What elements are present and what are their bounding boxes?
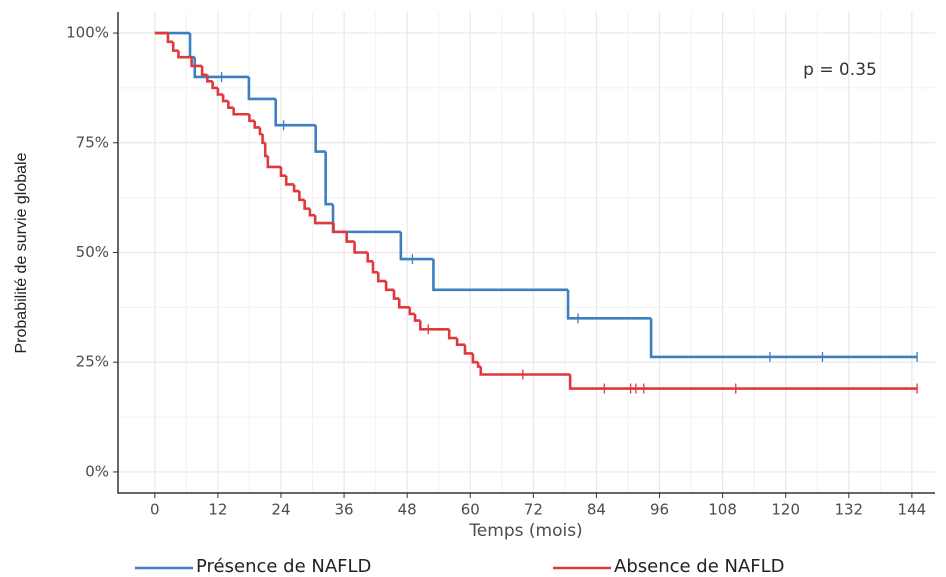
step-segment xyxy=(308,208,316,217)
step-segment xyxy=(332,223,347,234)
step-segment xyxy=(193,57,249,79)
y-tick-label: 100% xyxy=(66,24,109,42)
x-tick-label: 120 xyxy=(771,501,800,519)
step-segment xyxy=(366,252,373,263)
step-segment xyxy=(376,272,387,283)
step-segment xyxy=(399,231,434,261)
axis-frame xyxy=(117,12,935,494)
step-segment xyxy=(455,338,465,346)
annotation: p = 0.35 xyxy=(803,60,877,80)
y-tick-label: 25% xyxy=(76,353,109,371)
step-segment xyxy=(471,353,479,364)
step-segment xyxy=(221,94,229,103)
step-segment xyxy=(345,231,355,243)
step-segment xyxy=(261,134,266,145)
step-segment xyxy=(479,366,571,376)
step-segment xyxy=(247,76,276,101)
y-axis-title: Probabilité de survie globale xyxy=(13,152,30,353)
step-segment xyxy=(258,127,263,136)
step-segment xyxy=(266,155,281,169)
step-segment xyxy=(331,204,401,234)
x-tick-label: 12 xyxy=(208,501,227,519)
x-tick-label: 84 xyxy=(587,501,606,519)
x-tick-label: 24 xyxy=(271,501,290,519)
x-tick-label: 72 xyxy=(524,501,543,519)
step-segment xyxy=(476,362,481,368)
x-tick-label: 144 xyxy=(898,501,927,519)
step-segment xyxy=(447,329,458,340)
step-segment xyxy=(313,215,334,225)
step-segment xyxy=(206,74,213,83)
step-segment xyxy=(211,81,218,90)
step-segment xyxy=(432,259,569,292)
step-segment xyxy=(413,313,421,322)
y-tick-label: 75% xyxy=(76,133,109,151)
step-segment xyxy=(216,87,224,96)
step-segment xyxy=(384,281,395,292)
step-segment xyxy=(371,261,379,274)
step-segment xyxy=(392,289,400,300)
step-segment xyxy=(568,374,918,390)
step-segment xyxy=(166,33,174,44)
step-segment xyxy=(353,241,368,254)
step-segment xyxy=(274,98,316,127)
y-tick-label: 50% xyxy=(76,243,109,261)
step-segment xyxy=(248,114,255,123)
step-segment xyxy=(188,33,195,59)
step-segment xyxy=(408,307,416,316)
step-segment xyxy=(200,65,208,77)
step-segment xyxy=(232,107,250,116)
step-segment xyxy=(292,184,300,193)
step-segment xyxy=(279,166,287,177)
step-segment xyxy=(263,142,268,158)
x-tick-label: 132 xyxy=(834,501,863,519)
step-segment xyxy=(253,120,260,129)
step-segment xyxy=(177,50,192,59)
legend-label: Présence de NAFLD xyxy=(196,556,371,577)
step-segment xyxy=(566,289,652,320)
step-segment xyxy=(324,151,334,206)
x-tick-label: 108 xyxy=(708,501,737,519)
step-segment xyxy=(227,101,234,109)
step-segment xyxy=(171,41,179,52)
x-axis-title: Temps (mois) xyxy=(468,521,582,541)
x-tick-label: 48 xyxy=(398,501,417,519)
step-segment xyxy=(463,344,473,355)
step-segment xyxy=(284,175,295,186)
step-segment xyxy=(298,191,305,202)
x-tick-label: 96 xyxy=(650,501,669,519)
step-segment xyxy=(419,320,450,331)
step-segment xyxy=(397,298,410,309)
legend-label: Absence de NAFLD xyxy=(614,556,785,577)
series xyxy=(154,31,918,394)
step-segment xyxy=(314,125,326,153)
x-tick-label: 60 xyxy=(461,501,480,519)
x-tick-label: 36 xyxy=(335,501,354,519)
y-tick-label: 0% xyxy=(85,462,109,480)
step-segment xyxy=(190,57,203,68)
step-segment xyxy=(303,199,310,210)
x-tick-label: 0 xyxy=(150,501,160,519)
step-segment xyxy=(649,318,918,359)
